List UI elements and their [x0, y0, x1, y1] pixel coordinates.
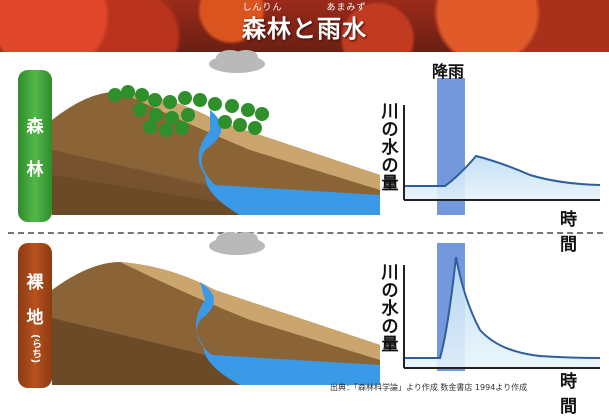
y-axis-label: 川の水の量	[381, 102, 399, 194]
y-axis-label-bottom: 川の水の量	[381, 263, 399, 355]
rain-label: 降雨	[432, 62, 465, 81]
time-axis-label-bottom: 時 間	[560, 372, 583, 417]
source-credit: 出典：「森林科学論」より作成 数金書店 1994より作成	[330, 383, 528, 392]
title-ruby: しんりん あまみず	[242, 3, 367, 13]
forest-flow-graph	[403, 78, 601, 215]
forest-landscape	[52, 85, 380, 215]
flow-curve-bottom	[404, 256, 601, 359]
bare-ground-label: 裸 地 (らち)	[18, 243, 52, 388]
banner-title: しんりん あまみず 森林と雨水	[0, 2, 609, 44]
trees	[108, 85, 269, 137]
page-title: 森林と雨水	[242, 15, 367, 43]
bare-flow-graph	[403, 243, 601, 371]
section-divider	[8, 232, 603, 234]
time-axis-label: 時 間	[560, 210, 583, 255]
bare-ground-landscape	[52, 262, 380, 385]
forest-label: 森 林	[18, 70, 52, 222]
flow-curve	[404, 154, 601, 187]
title-banner	[0, 0, 609, 52]
diagram-canvas	[52, 50, 601, 385]
